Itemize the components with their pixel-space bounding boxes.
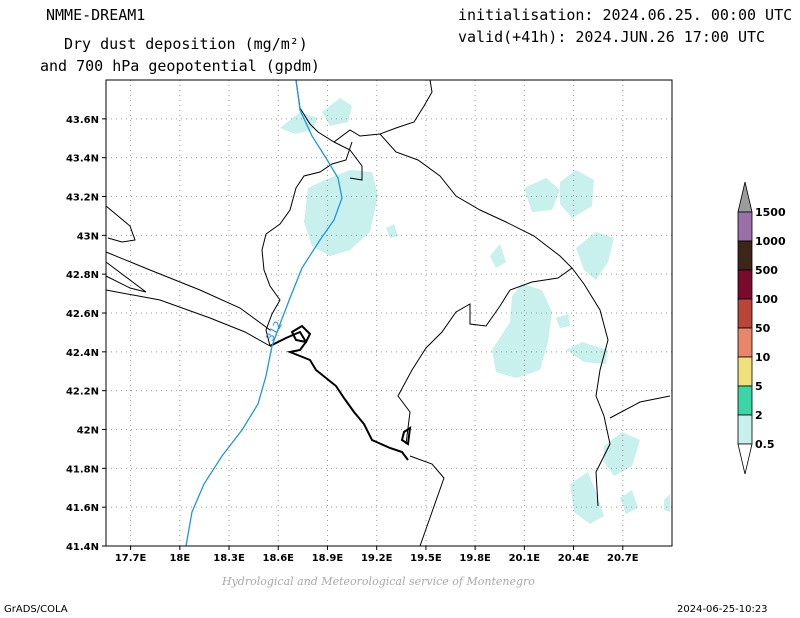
software-label: GrADS/COLA [4, 604, 68, 615]
lat-label: 42.6N [66, 309, 99, 320]
dust-patch [560, 170, 594, 218]
lat-label: 41.8N [66, 464, 99, 475]
dust-patch [524, 178, 560, 212]
lon-label: 19.2E [361, 553, 393, 564]
legend-level-label: 2 [755, 409, 763, 422]
legend-swatch [737, 240, 753, 271]
lon-label: 20.7E [607, 553, 639, 564]
dust-patch [280, 112, 318, 134]
coastline [269, 324, 412, 461]
legend-swatch [737, 385, 753, 416]
dust-patch [570, 472, 604, 524]
lon-label: 19.8E [459, 553, 491, 564]
chart-title-line2: and 700 hPa geopotential (gpdm) [40, 57, 320, 75]
credit-text: Hydrological and Meteorological service … [222, 575, 535, 588]
legend-swatch [737, 298, 753, 329]
lat-label: 42.8N [66, 270, 99, 281]
lon-label: 18.3E [213, 553, 245, 564]
chart-title-line1: Dry dust deposition (mg/m²) [64, 35, 308, 53]
contour-312-line [185, 79, 343, 547]
legend-level-label: 1000 [755, 235, 786, 248]
dust-patch [576, 232, 614, 280]
lat-label: 43.2N [66, 193, 99, 204]
dust-patch [386, 224, 398, 238]
timestamp-label: 2024-06-25-10:23 [677, 604, 768, 615]
longitude-labels: 17.7E 18E 18.3E 18.6E 18.9E 19.2E 19.5E 19.8E 20… [115, 553, 639, 564]
legend-swatch [737, 414, 753, 445]
lat-label: 43.6N [66, 115, 99, 126]
dust-patch [556, 314, 570, 328]
legend-level-label: 0.5 [755, 438, 775, 451]
legend-swatch [737, 269, 753, 300]
dust-patch [664, 494, 670, 512]
initialisation-time: initialisation: 2024.06.25. 00:00 UTC [458, 6, 793, 24]
legend-swatch [737, 327, 753, 358]
legend-labels: 1500 1000 500 100 50 10 5 2 0.5 [755, 206, 786, 451]
legend-level-label: 50 [755, 322, 771, 335]
legend-level-label: 500 [755, 264, 778, 277]
lon-label: 17.7E [115, 553, 147, 564]
model-name: NMME-DREAM1 [46, 6, 146, 24]
lat-label: 43N [77, 231, 99, 242]
lat-label: 41.6N [66, 503, 99, 514]
valid-time: valid(+41h): 2024.JUN.26 17:00 UTC [458, 28, 766, 46]
color-legend [737, 181, 753, 475]
lat-label: 43.4N [66, 154, 99, 165]
geopotential-contour: 312 [185, 79, 343, 547]
legend-swatch [737, 211, 753, 242]
dust-patch [604, 432, 640, 476]
map-grid [102, 80, 672, 550]
dust-patch [620, 490, 638, 514]
lon-label: 18.6E [263, 553, 295, 564]
lon-label: 18E [169, 553, 190, 564]
country-borders [105, 79, 671, 547]
legend-level-label: 5 [755, 380, 763, 393]
lon-label: 20.4E [558, 553, 590, 564]
lon-label: 19.5E [410, 553, 442, 564]
lat-label: 42.4N [66, 348, 99, 359]
latitude-labels: 43.6N 43.4N 43.2N 43N 42.8N 42.6N 42.4N 42.2N 42… [66, 115, 99, 553]
legend-level-label: 100 [755, 293, 778, 306]
dust-patch [566, 342, 608, 364]
map-frame [105, 79, 673, 547]
lat-label: 42N [77, 426, 99, 437]
legend-level-label: 1500 [755, 206, 786, 219]
legend-top-arrow [737, 181, 753, 213]
legend-swatch [737, 356, 753, 387]
legend-level-label: 10 [755, 351, 771, 364]
dust-patch [322, 98, 352, 126]
dust-deposition-fill [280, 98, 670, 524]
dust-patch [490, 244, 506, 268]
lon-label: 18.9E [312, 553, 344, 564]
dust-patch [492, 284, 552, 378]
dust-patch [304, 170, 378, 256]
legend-bottom-arrow [737, 443, 753, 475]
lat-label: 42.2N [66, 387, 99, 398]
lon-label: 20.1E [509, 553, 541, 564]
lat-label: 41.4N [66, 542, 99, 553]
